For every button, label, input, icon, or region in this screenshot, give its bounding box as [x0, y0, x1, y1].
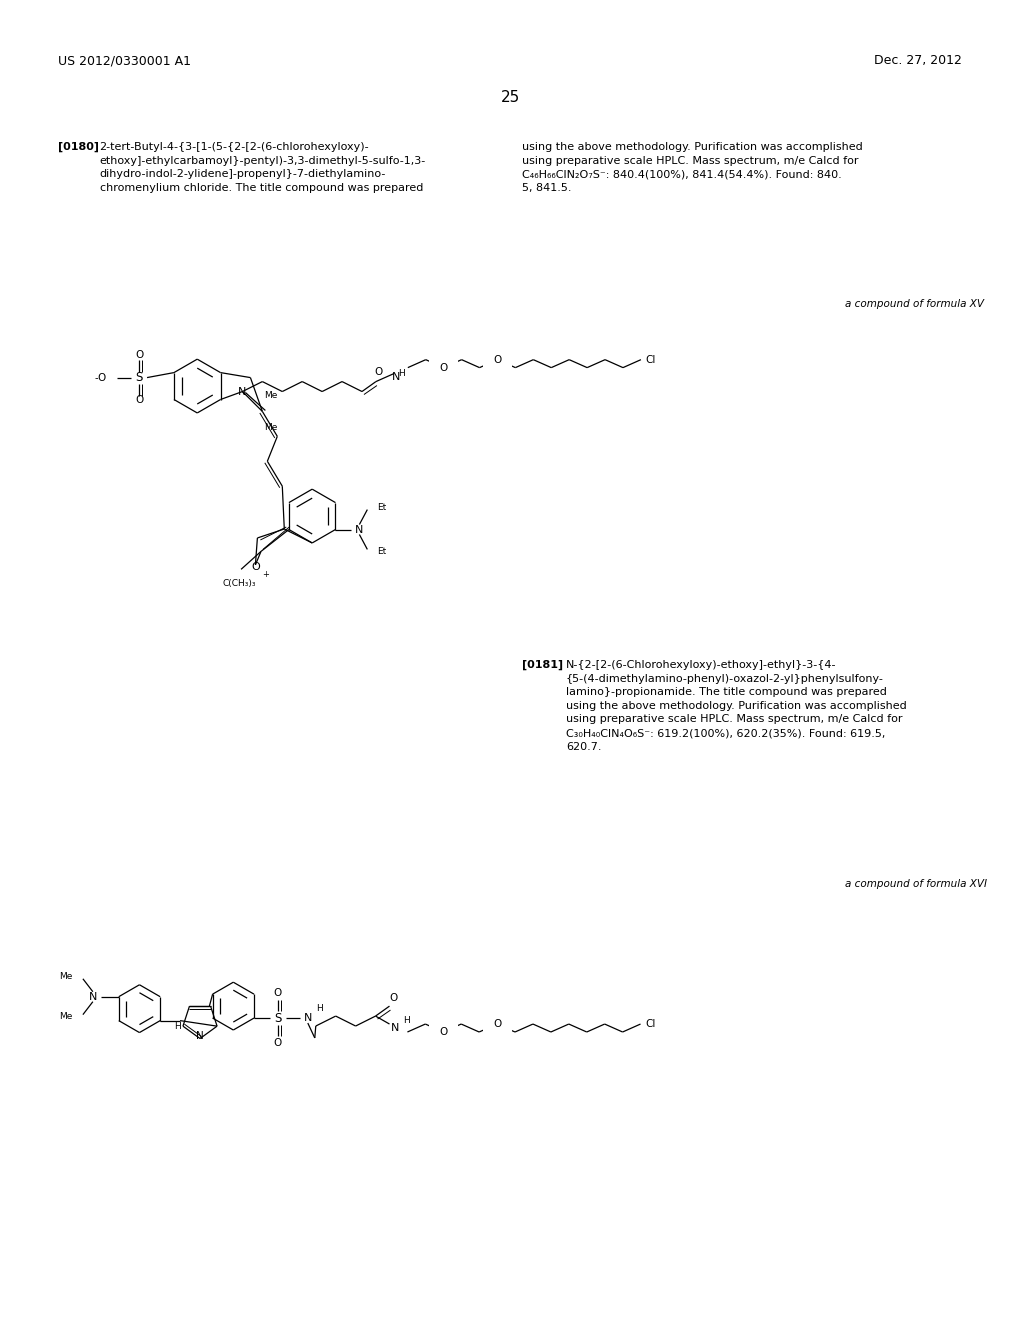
Text: a compound of formula XVI: a compound of formula XVI	[845, 879, 987, 890]
Text: S: S	[135, 371, 142, 384]
Text: +: +	[262, 570, 269, 579]
Text: S: S	[274, 1011, 282, 1024]
Text: Me: Me	[59, 973, 73, 981]
Text: O: O	[494, 355, 502, 364]
Text: H: H	[315, 1003, 323, 1012]
Text: N: N	[89, 991, 97, 1002]
Text: O: O	[439, 1027, 447, 1038]
Text: O: O	[273, 989, 282, 998]
Text: H: H	[398, 368, 404, 378]
Text: Et: Et	[377, 503, 387, 512]
Text: H: H	[403, 1015, 411, 1024]
Text: Me: Me	[264, 391, 278, 400]
Text: O: O	[494, 355, 502, 364]
Text: 25: 25	[501, 90, 519, 106]
Text: O: O	[439, 363, 447, 372]
Text: O: O	[439, 1027, 447, 1038]
Text: Me: Me	[264, 422, 278, 432]
Text: -O: -O	[95, 372, 108, 383]
Text: O: O	[375, 367, 383, 376]
Text: N-{2-[2-(6-Chlorohexyloxy)-ethoxy]-ethyl}-3-{4-
{5-(4-dimethylamino-phenyl)-oxaz: N-{2-[2-(6-Chlorohexyloxy)-ethoxy]-ethyl…	[566, 660, 906, 751]
Text: H: H	[174, 1022, 181, 1031]
Text: O: O	[493, 1019, 501, 1030]
Text: N: N	[355, 524, 364, 535]
Text: Dec. 27, 2012: Dec. 27, 2012	[874, 54, 963, 67]
Text: using the above methodology. Purification was accomplished
using preparative sca: using the above methodology. Purificatio…	[522, 143, 863, 193]
Text: N: N	[391, 1023, 399, 1034]
Text: [0180]: [0180]	[57, 143, 98, 152]
Text: US 2012/0330001 A1: US 2012/0330001 A1	[57, 54, 190, 67]
Text: O: O	[493, 1019, 501, 1030]
Text: Cl: Cl	[645, 1019, 656, 1030]
Text: N: N	[392, 372, 400, 381]
Text: O: O	[251, 562, 260, 572]
Text: Me: Me	[59, 1012, 73, 1022]
Text: O: O	[439, 363, 447, 372]
Text: O: O	[135, 350, 143, 359]
Text: C(CH₃)₃: C(CH₃)₃	[222, 579, 256, 589]
Text: 2-tert-Butyl-4-{3-[1-(5-{2-[2-(6-chlorohexyloxy)-
ethoxy]-ethylcarbamoyl}-pentyl: 2-tert-Butyl-4-{3-[1-(5-{2-[2-(6-chloroh…	[99, 143, 426, 193]
Text: O: O	[389, 993, 397, 1003]
Text: Cl: Cl	[645, 355, 655, 364]
Text: N: N	[304, 1012, 312, 1023]
Text: O: O	[273, 1038, 282, 1048]
Text: O: O	[135, 396, 143, 405]
Text: [0181]: [0181]	[522, 660, 563, 671]
Text: a compound of formula XV: a compound of formula XV	[845, 300, 984, 309]
Text: N: N	[197, 1031, 204, 1040]
Text: Et: Et	[377, 546, 387, 556]
Text: N: N	[239, 387, 247, 396]
